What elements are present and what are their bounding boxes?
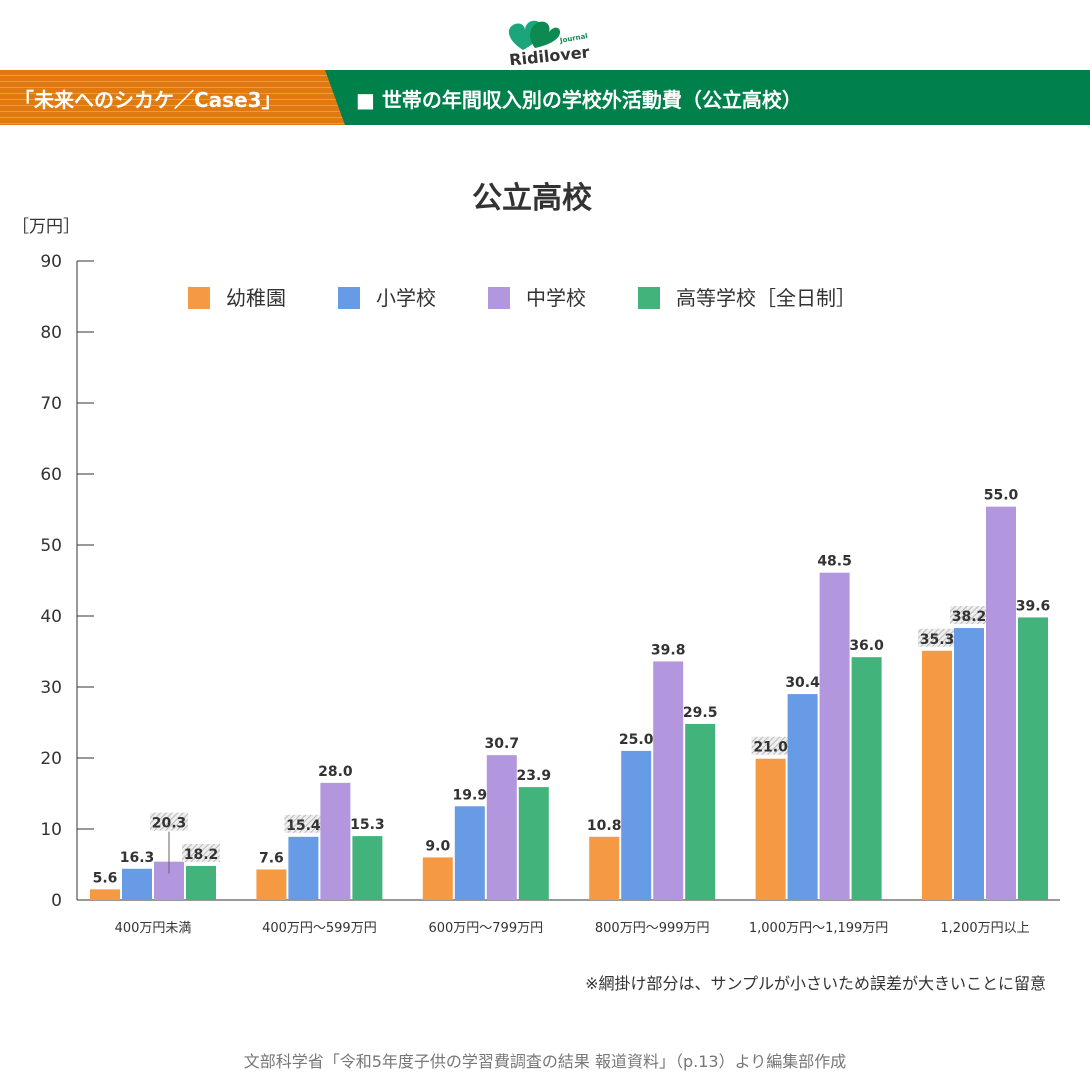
bar [1018,617,1048,900]
page-title: ■ 世帯の年間収入別の学校外活動費（公立高校） [356,88,802,112]
hatch-mark [950,606,988,625]
svg-text:Ridilover: Ridilover [508,42,590,65]
legend-swatch [488,287,510,309]
x-tick-label: 400万円未満 [115,921,192,936]
bar [755,758,786,900]
y-tick-label: 70 [40,394,62,414]
ridilover-journal-logo: Ridilover Journal [508,20,590,65]
hatch-mark [918,628,956,647]
data-label: 5.6 [93,870,118,886]
bar [486,755,517,900]
bar [256,869,287,900]
y-tick-label: 20 [40,749,62,769]
series-label: 「未来へのシカケ／Case3」 [14,88,282,112]
data-label: 25.0 [619,732,654,748]
bar [186,865,216,900]
bar [320,782,351,900]
data-label: 9.0 [425,838,450,854]
data-label: 10.8 [587,818,622,834]
legend-label: 幼稚園 [226,286,286,310]
bar [352,836,383,900]
bar [90,889,120,900]
data-label: 39.8 [651,642,686,658]
legend-label: 小学校 [376,286,436,310]
data-label: 15.4 [286,818,321,834]
legend-label: 高等学校［全日制］ [676,286,856,310]
bar [518,787,549,900]
y-tick-label: 40 [40,607,62,627]
y-tick-label: 90 [40,252,62,272]
bar [851,657,882,900]
x-tick-label: 800万円～999万円 [595,921,710,936]
bar [288,836,319,900]
bar [819,572,850,900]
bar [685,723,716,900]
bar [454,806,485,900]
legend-swatch [338,287,360,309]
data-label: 23.9 [517,768,552,784]
bar [589,836,620,900]
legend-swatch [638,287,660,309]
data-label: 18.2 [184,847,219,863]
x-tick-label: 1,200万円以上 [940,921,1029,936]
y-tick-label: 60 [40,465,62,485]
data-label: 30.7 [485,736,520,752]
x-tick-label: 1,000万円～1,199万円 [749,921,888,936]
chart-title: 公立高校 [472,181,592,216]
bar [653,661,684,900]
data-label: 55.0 [984,488,1019,504]
hatch-mark [284,814,323,833]
y-tick-label: 50 [40,536,62,556]
bar [621,750,652,900]
data-label: 7.6 [259,850,284,866]
y-tick-label: 30 [40,678,62,698]
bar [922,650,952,900]
data-label: 28.0 [318,764,353,780]
hatch-mark [182,843,220,862]
bar [422,857,453,900]
y-tick-label: 0 [51,891,62,911]
data-label: 21.0 [753,740,788,756]
bar [122,868,152,900]
data-label: 30.4 [785,675,820,691]
data-label: 20.3 [152,816,187,832]
data-label: 29.5 [683,705,718,721]
legend-label: 中学校 [526,286,586,310]
data-label: 16.3 [120,850,155,866]
data-label: 36.0 [849,638,884,654]
x-tick-label: 600万円～799万円 [428,921,543,936]
bar [787,694,818,900]
data-label: 19.9 [453,787,488,803]
header-banner: 「未来へのシカケ／Case3」 ■ 世帯の年間収入別の学校外活動費（公立高校） [0,70,1090,125]
data-label: 39.6 [1016,598,1051,614]
data-label: 15.3 [350,817,385,833]
hatch-note: ※網掛け部分は、サンプルが小さいため誤差が大きいことに留意 [585,974,1046,993]
data-label: 38.2 [952,609,987,625]
data-label: 35.3 [920,632,955,648]
x-tick-label: 400万円～599万円 [262,921,377,936]
bar [986,506,1016,900]
hatch-mark [751,736,790,755]
bar [954,628,984,900]
legend-swatch [188,287,210,309]
hatch-mark [150,812,188,831]
y-axis-label: ［万円］ [12,217,80,237]
source-credit: 文部科学省「令和5年度子供の学習費調査の結果 報道資料」（p.13）より編集部作… [243,1052,847,1071]
y-tick-label: 80 [40,323,62,343]
y-tick-label: 10 [40,820,62,840]
data-label: 48.5 [817,554,852,570]
